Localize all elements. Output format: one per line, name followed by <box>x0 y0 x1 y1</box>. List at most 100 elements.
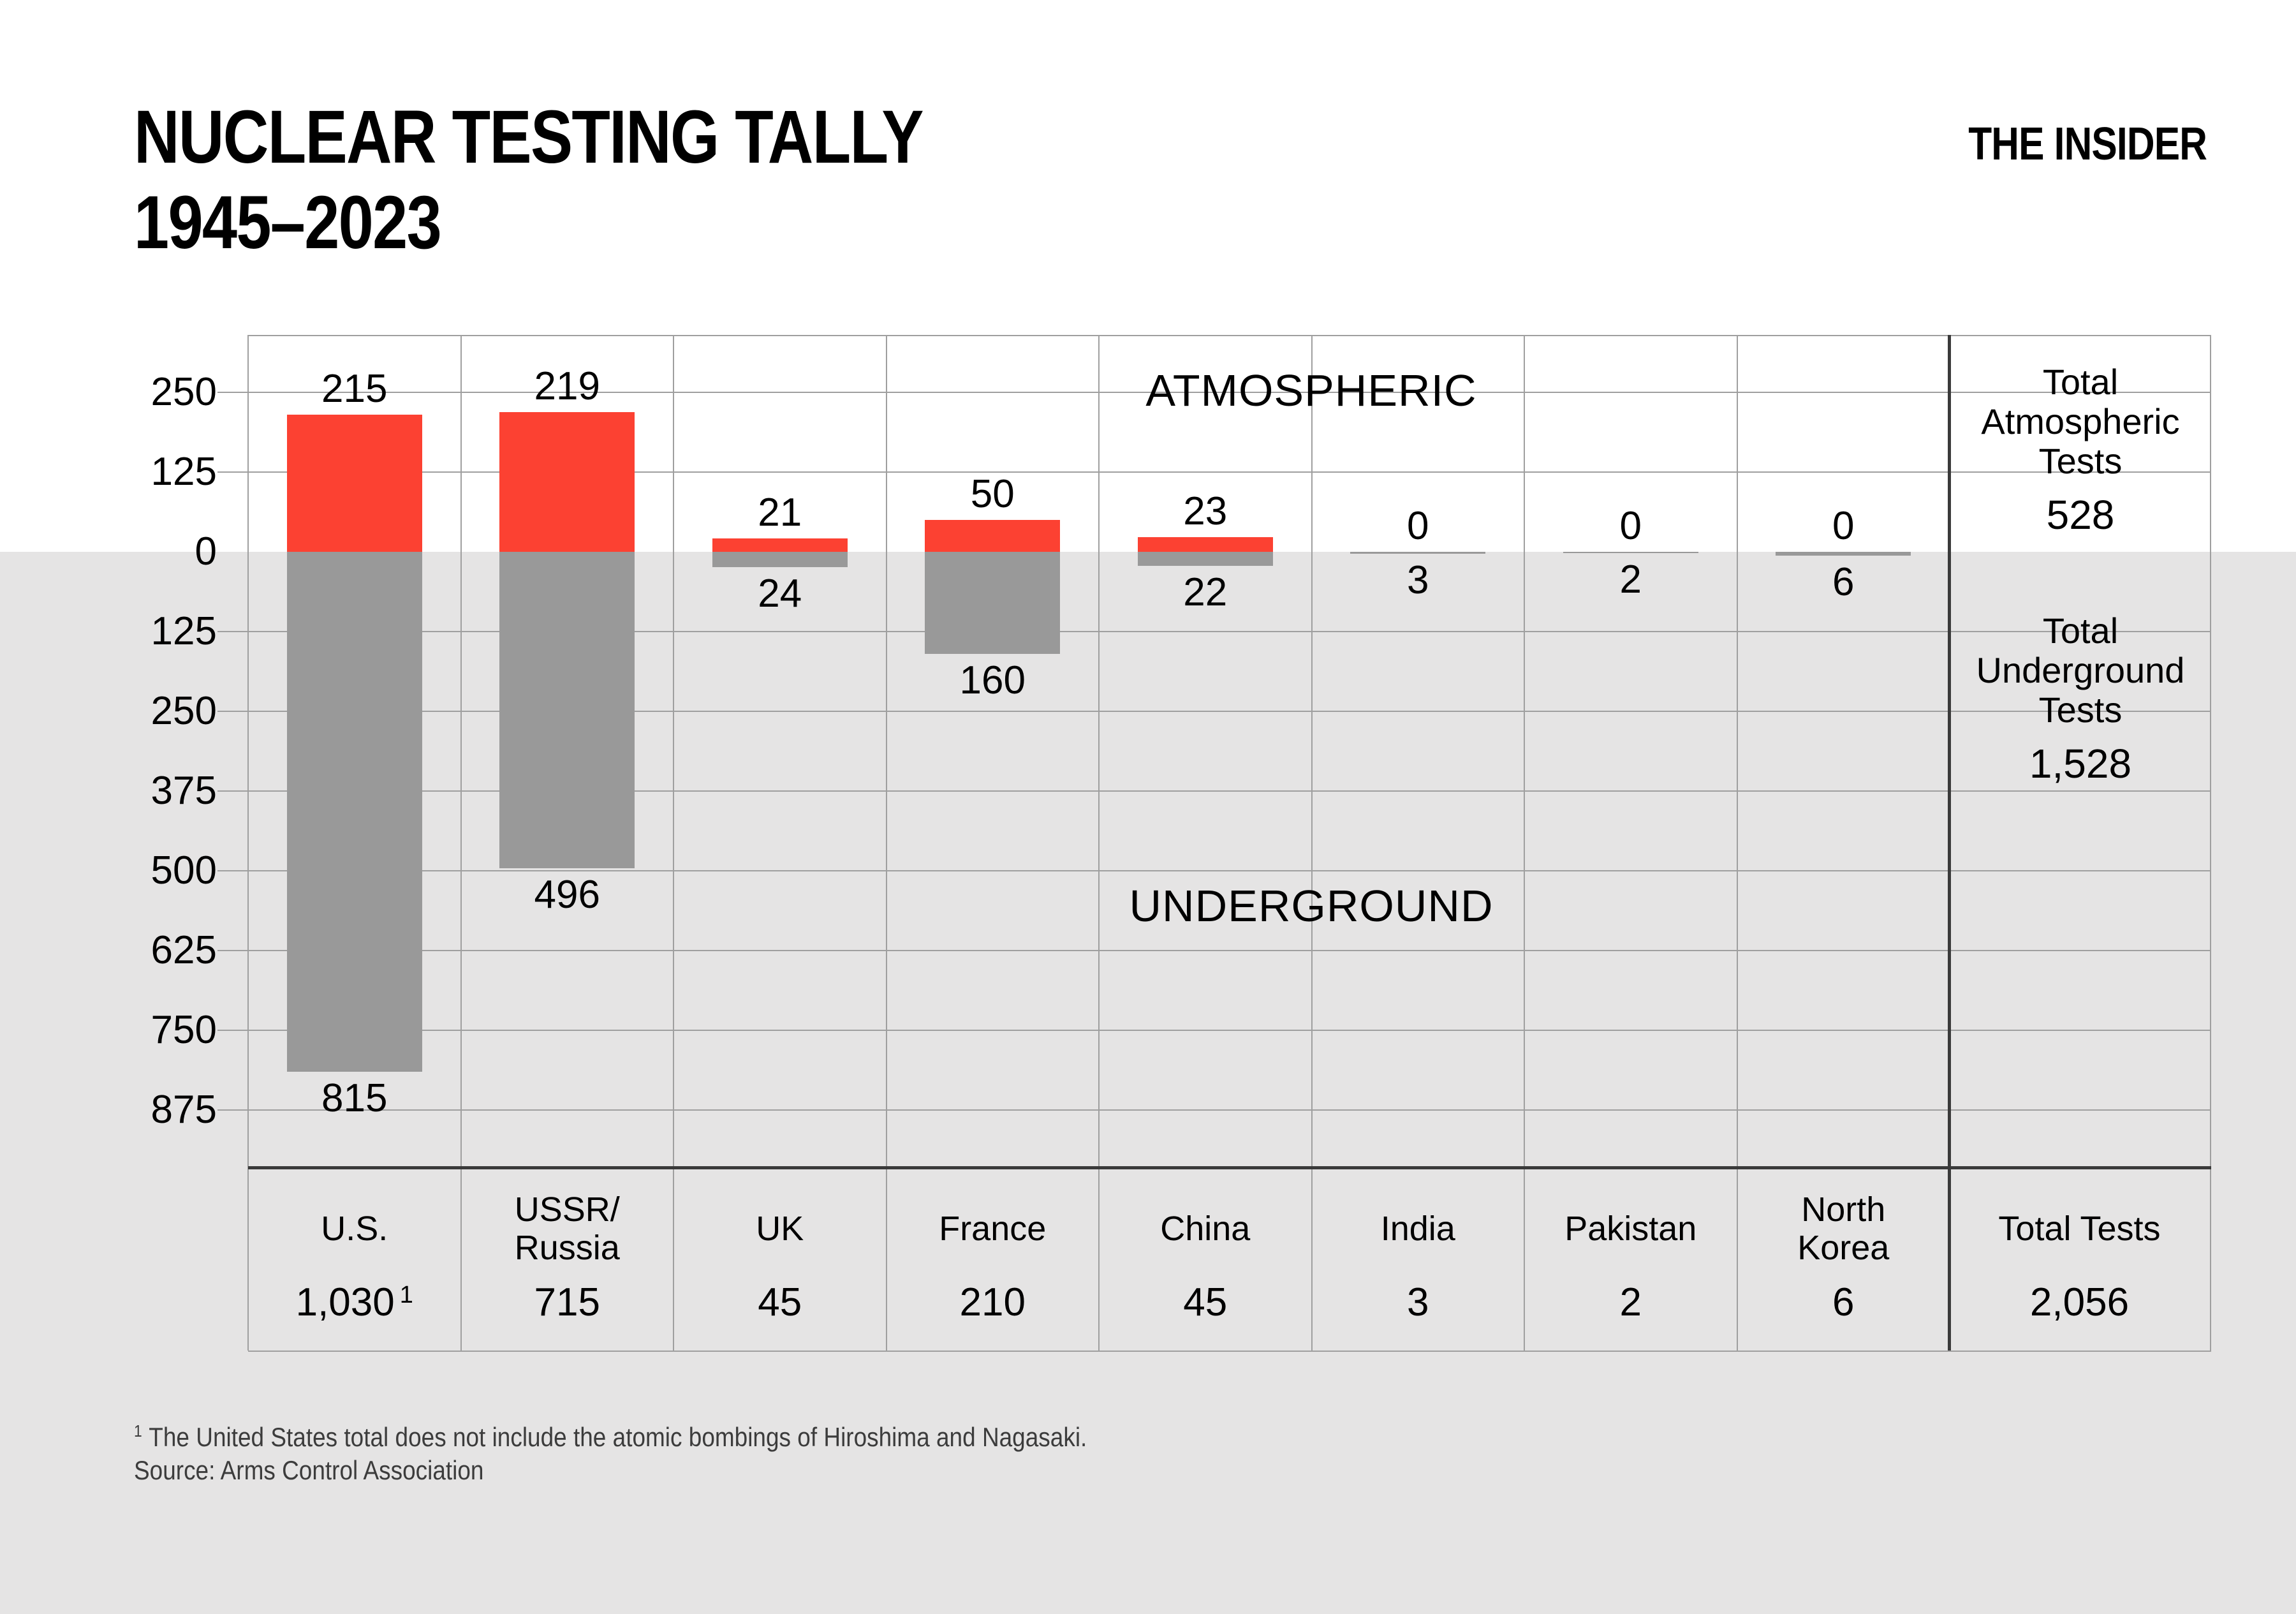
y-axis-tick-label: 250 <box>151 689 217 733</box>
value-atmospheric-france: 50 <box>970 472 1015 516</box>
value-underground-north-korea: 6 <box>1832 560 1855 604</box>
y-axis-tick-label: 625 <box>151 928 217 972</box>
value-atmospheric-india: 0 <box>1407 504 1429 548</box>
country-total-us: 1,030 1 <box>295 1280 413 1324</box>
plot-top-border <box>248 335 2211 336</box>
country-label-line: North <box>1801 1190 1886 1229</box>
country-label-pakistan: Pakistan <box>1527 1184 1735 1273</box>
page-title-line-2: 1945–2023 <box>134 181 442 265</box>
country-total-india: 3 <box>1407 1280 1429 1324</box>
summary-underground-label: Total Underground Tests <box>1976 611 2185 730</box>
country-label-france: France <box>889 1184 1097 1273</box>
gridline <box>217 392 2211 393</box>
country-total-uk: 45 <box>758 1280 802 1324</box>
gridline <box>217 1109 2211 1111</box>
country-label-line: USSR/ <box>514 1190 620 1229</box>
bar-atmospheric-uk <box>712 538 848 552</box>
bar-atmospheric-us <box>286 415 422 552</box>
country-label-line: Pakistan <box>1564 1210 1697 1248</box>
country-label-line: Korea <box>1797 1229 1890 1267</box>
footer-row-bottom-border <box>248 1351 2211 1352</box>
country-total-north-korea: 6 <box>1832 1280 1855 1324</box>
totals-column-divider <box>1948 335 1951 1351</box>
country-total-ussr-russia: 715 <box>534 1280 600 1324</box>
bar-atmospheric-ussr-russia <box>499 412 635 552</box>
bar-underground-ussr-russia <box>499 552 635 868</box>
bar-underground-china <box>1137 552 1273 566</box>
source-line: Source: Arms Control Association <box>134 1455 484 1485</box>
value-underground-uk: 24 <box>758 572 802 616</box>
grand-total-label: Total Tests <box>1998 1210 2161 1248</box>
country-label-line: France <box>939 1210 1047 1248</box>
column-separator <box>1736 335 1738 1351</box>
footnote-us-total: 1 The United States total does not includ… <box>134 1414 1087 1455</box>
region-label-underground: UNDERGROUND <box>1129 881 1494 931</box>
y-axis-tick-label: 125 <box>151 450 217 494</box>
country-label-uk: UK <box>676 1184 884 1273</box>
column-separator <box>1524 335 1525 1351</box>
y-axis-tick-label: 500 <box>151 848 217 892</box>
column-separator <box>247 335 249 1351</box>
country-label-ussr-russia: USSR/Russia <box>464 1184 672 1273</box>
country-total-france: 210 <box>959 1280 1026 1324</box>
value-underground-china: 22 <box>1183 570 1228 614</box>
gridline <box>217 950 2211 951</box>
gridline <box>217 1030 2211 1031</box>
summary-underground-total: 1,528 <box>2029 741 2132 787</box>
summary-atmospheric-total: 528 <box>2046 492 2115 538</box>
country-label-line: China <box>1160 1210 1251 1248</box>
gridline <box>217 631 2211 632</box>
footnote-marker: 1 <box>134 1421 142 1440</box>
gridline <box>217 711 2211 712</box>
y-axis-tick-label: 875 <box>151 1088 217 1132</box>
value-atmospheric-us: 215 <box>321 367 388 411</box>
bar-underground-india <box>1350 552 1486 554</box>
y-axis-tick-label: 250 <box>151 370 217 414</box>
plot-right-border <box>2210 335 2211 1351</box>
summary-atmospheric-label: Total Atmospheric Tests <box>1981 362 2180 481</box>
country-total-pakistan: 2 <box>1619 1280 1642 1324</box>
country-label-line: Russia <box>514 1229 620 1267</box>
bar-underground-north-korea <box>1776 552 1911 556</box>
value-atmospheric-uk: 21 <box>758 491 802 535</box>
gridline <box>217 870 2211 871</box>
footer-row-top-divider <box>248 1166 2211 1169</box>
bar-underground-pakistan <box>1563 552 1698 553</box>
y-axis-tick-label: 750 <box>151 1008 217 1052</box>
value-underground-pakistan: 2 <box>1619 558 1642 602</box>
column-separator <box>885 335 887 1351</box>
country-total-china: 45 <box>1183 1280 1228 1324</box>
country-label-line: UK <box>756 1210 804 1248</box>
region-label-atmospheric: ATMOSPHERIC <box>1145 366 1477 415</box>
bar-underground-france <box>925 552 1061 654</box>
bar-underground-us <box>286 552 422 1072</box>
page-title-line-1: NUCLEAR TESTING TALLY <box>134 95 924 179</box>
value-underground-us: 815 <box>321 1076 388 1120</box>
country-label-china: China <box>1101 1184 1309 1273</box>
value-underground-ussr-russia: 496 <box>534 873 600 917</box>
value-atmospheric-china: 23 <box>1183 489 1228 533</box>
bar-atmospheric-france <box>925 520 1061 552</box>
y-axis-tick-label: 125 <box>151 609 217 653</box>
country-label-north-korea: North Korea <box>1740 1184 1948 1273</box>
value-atmospheric-pakistan: 0 <box>1619 504 1642 548</box>
country-label-line: India <box>1380 1210 1455 1248</box>
total-footnote-marker: 1 <box>399 1282 413 1308</box>
y-axis-tick-label: 0 <box>195 529 217 574</box>
country-label-line: U.S. <box>321 1210 388 1248</box>
gridline <box>217 471 2211 473</box>
country-label-india: India <box>1314 1184 1522 1273</box>
gridline <box>217 790 2211 792</box>
column-separator <box>1311 335 1313 1351</box>
column-separator <box>460 335 462 1351</box>
bar-atmospheric-china <box>1137 537 1273 552</box>
publisher-logo: THE INSIDER <box>1968 119 2207 170</box>
value-atmospheric-north-korea: 0 <box>1832 504 1855 548</box>
y-axis-tick-label: 375 <box>151 769 217 813</box>
footnote-text: The United States total does not include… <box>149 1422 1087 1452</box>
value-underground-india: 3 <box>1407 558 1429 602</box>
bar-underground-uk <box>712 552 848 567</box>
value-underground-france: 160 <box>959 658 1026 702</box>
